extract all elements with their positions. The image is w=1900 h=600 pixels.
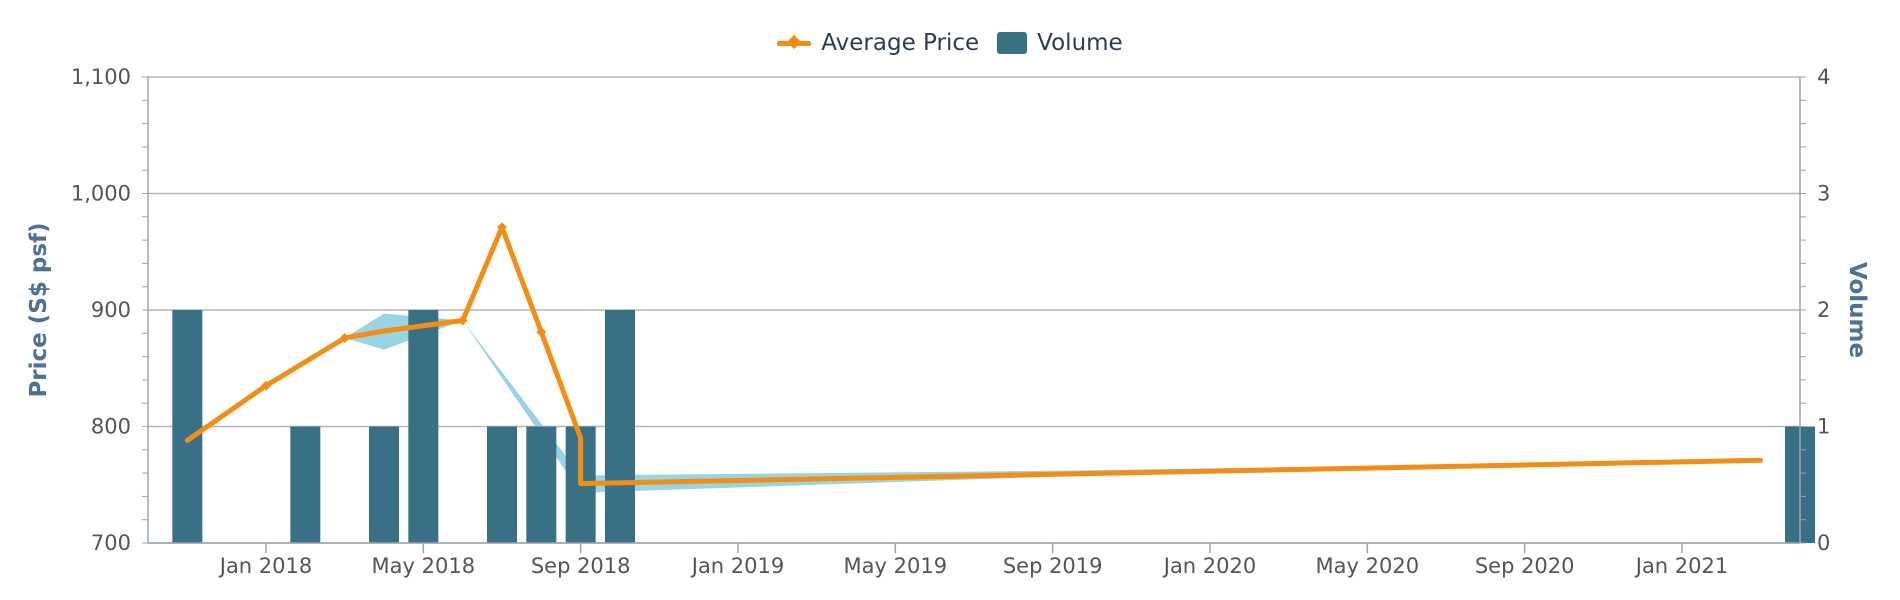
x-tick-label: Sep 2018 bbox=[531, 554, 631, 578]
right-tick-label: 0 bbox=[1817, 531, 1830, 555]
volume-bar bbox=[172, 310, 203, 543]
x-tick-label: Jan 2019 bbox=[690, 554, 785, 578]
right-axis-title: Volume bbox=[1844, 262, 1870, 358]
average-price-line bbox=[184, 222, 1764, 487]
average-price-marker bbox=[261, 380, 271, 391]
left-tick-label: 1,000 bbox=[71, 182, 131, 206]
volume-bar bbox=[408, 310, 439, 543]
x-tick-label: Jan 2020 bbox=[1162, 554, 1257, 578]
legend-item-volume[interactable]: Volume bbox=[997, 30, 1123, 56]
volume-bar bbox=[290, 426, 321, 543]
x-tick-label: Jan 2018 bbox=[218, 554, 313, 578]
average-price-marker bbox=[536, 327, 547, 338]
legend-label-volume: Volume bbox=[1037, 30, 1123, 56]
left-axis-title: Price (S$ psf) bbox=[26, 222, 52, 397]
left-tick-label: 1,100 bbox=[71, 65, 131, 89]
average-price-series-line bbox=[184, 224, 1764, 487]
axes bbox=[142, 76, 1806, 553]
right-tick-label: 4 bbox=[1817, 65, 1830, 89]
volume-bar bbox=[487, 426, 517, 543]
left-tick-label: 800 bbox=[91, 415, 131, 439]
legend-label-average-price: Average Price bbox=[821, 30, 980, 56]
legend: Average Price Volume bbox=[0, 30, 1900, 56]
left-tick-label: 700 bbox=[91, 531, 131, 555]
volume-bar bbox=[526, 426, 557, 543]
tick-labels: 700 800 900 1,000 1,100 0 1 2 3 4 Jan 2018 May 2018… bbox=[71, 65, 1831, 578]
x-tick-label: May 2018 bbox=[372, 554, 476, 578]
left-tick-label: 900 bbox=[91, 298, 131, 322]
x-tick-label: May 2020 bbox=[1316, 554, 1420, 578]
volume-swatch-icon bbox=[997, 32, 1028, 54]
volume-bar bbox=[369, 426, 399, 543]
x-tick-label: Sep 2019 bbox=[1003, 554, 1103, 578]
right-tick-label: 1 bbox=[1817, 415, 1830, 439]
average-price-marker bbox=[339, 332, 350, 343]
x-tick-label: Jan 2021 bbox=[1634, 554, 1729, 578]
x-tick-label: May 2019 bbox=[844, 554, 948, 578]
x-tick-label: Sep 2020 bbox=[1475, 554, 1575, 578]
right-tick-label: 3 bbox=[1817, 182, 1830, 206]
right-tick-label: 2 bbox=[1817, 298, 1830, 322]
legend-item-average-price[interactable]: Average Price bbox=[777, 30, 979, 56]
average-price-marker bbox=[457, 315, 468, 326]
volume-bar bbox=[605, 310, 635, 543]
average-price-marker bbox=[497, 222, 507, 233]
average-price-swatch-icon bbox=[777, 40, 812, 46]
